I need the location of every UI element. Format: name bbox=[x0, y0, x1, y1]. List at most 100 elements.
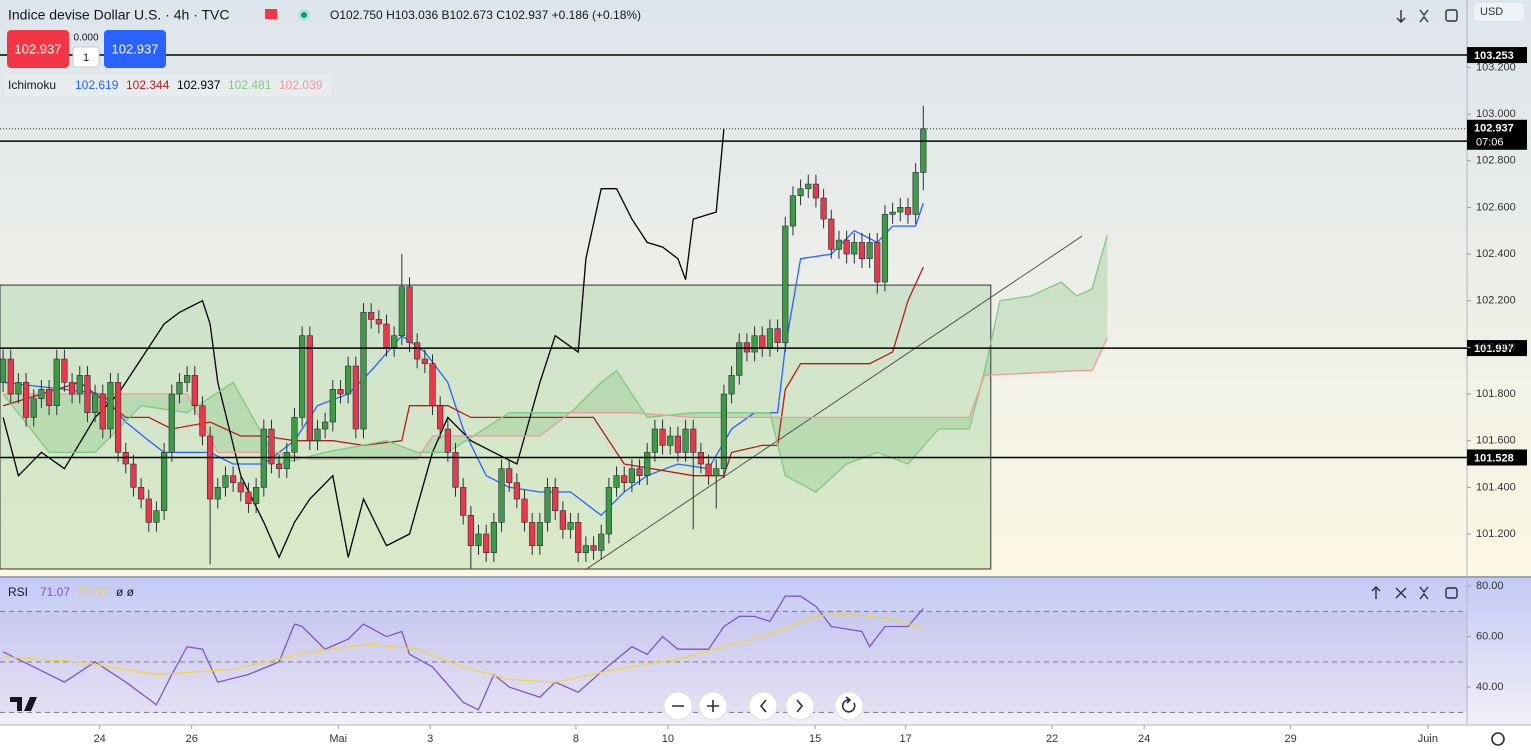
candle-body bbox=[812, 183, 820, 199]
rsi-title: RSI bbox=[8, 585, 28, 599]
legend-value: 102.481 bbox=[228, 78, 272, 92]
scroll-right[interactable] bbox=[785, 691, 815, 721]
collapse[interactable] bbox=[1419, 9, 1429, 23]
ohlc-value: 102.750 bbox=[339, 8, 383, 22]
candle-body bbox=[667, 435, 674, 446]
candle-body bbox=[45, 389, 53, 406]
candle-body bbox=[605, 487, 612, 535]
quantity[interactable]: 1 bbox=[83, 52, 89, 64]
candle-body bbox=[705, 463, 712, 476]
rsi-flags: ø ø bbox=[116, 585, 135, 599]
candle-body bbox=[114, 382, 122, 453]
flag-icon[interactable] bbox=[265, 9, 277, 19]
legend-value: 102.344 bbox=[126, 78, 170, 92]
candle-body bbox=[329, 389, 336, 423]
rsi-line bbox=[3, 613, 924, 683]
pane-toolbar bbox=[1371, 9, 1458, 600]
candle-body bbox=[184, 375, 191, 383]
sell-price[interactable]: 102.937 bbox=[15, 41, 62, 56]
settings[interactable] bbox=[1491, 732, 1505, 746]
collapse[interactable] bbox=[1419, 586, 1429, 600]
candle-body bbox=[138, 487, 145, 500]
candle-body bbox=[636, 468, 643, 476]
move-down[interactable] bbox=[1396, 10, 1406, 23]
change: +0.186 (+0.18%) bbox=[552, 8, 641, 22]
maximize[interactable] bbox=[1445, 9, 1458, 22]
candle-body bbox=[621, 475, 628, 483]
candle-body bbox=[759, 335, 766, 348]
candle-body bbox=[544, 487, 551, 523]
price-tag bbox=[1467, 340, 1527, 357]
candle-body bbox=[843, 239, 850, 255]
ohlc-value: 102.937 bbox=[505, 8, 549, 22]
buy-price[interactable]: 102.937 bbox=[112, 41, 159, 56]
candle-body bbox=[659, 428, 666, 446]
y-tick-label: 102.400 bbox=[1476, 248, 1516, 260]
candle-body bbox=[283, 452, 290, 469]
remove[interactable] bbox=[1395, 587, 1407, 599]
candle-body bbox=[314, 428, 321, 441]
x-tick-label: 17 bbox=[900, 733, 912, 745]
candle-body bbox=[536, 522, 543, 546]
candle-body bbox=[7, 358, 14, 395]
candle-body bbox=[230, 475, 237, 483]
y-tick-label: 101.200 bbox=[1476, 528, 1516, 540]
candle-body bbox=[207, 435, 214, 500]
candle-body bbox=[889, 211, 896, 215]
candle-body bbox=[268, 428, 275, 465]
legend-title: Ichimoku bbox=[8, 78, 56, 92]
qty-box[interactable] bbox=[72, 46, 100, 68]
reset[interactable] bbox=[834, 691, 864, 721]
candle-body bbox=[858, 242, 866, 260]
candle-body bbox=[345, 365, 352, 395]
candle-body bbox=[84, 375, 91, 413]
candle-body bbox=[598, 533, 605, 551]
candle-body bbox=[490, 522, 497, 553]
candle-body bbox=[337, 389, 344, 395]
candle-body bbox=[682, 428, 689, 453]
y-tick-label: 102.200 bbox=[1476, 295, 1516, 307]
x-tick-label: 3 bbox=[427, 733, 433, 745]
candle-body bbox=[713, 468, 720, 476]
candle-body bbox=[76, 375, 83, 395]
candle-body bbox=[107, 382, 114, 430]
y-tick-label: 103.000 bbox=[1476, 108, 1516, 120]
move-up[interactable] bbox=[1371, 586, 1381, 599]
x-tick-label: 29 bbox=[1284, 733, 1296, 745]
candle-body bbox=[276, 463, 283, 469]
candle-body bbox=[897, 207, 904, 213]
candle-body bbox=[375, 319, 382, 325]
candle-body bbox=[99, 393, 106, 430]
candle-body bbox=[360, 312, 367, 430]
currency-box[interactable] bbox=[1474, 3, 1524, 21]
price-tag-label: 101.997 bbox=[1474, 343, 1514, 355]
candle-body bbox=[575, 522, 582, 553]
price-tag bbox=[1467, 47, 1527, 64]
currency[interactable]: USD bbox=[1480, 6, 1503, 18]
candle-body bbox=[728, 375, 735, 395]
candle-body bbox=[406, 286, 413, 344]
candle-body bbox=[383, 323, 390, 348]
candle-body bbox=[168, 393, 175, 453]
price-pane bbox=[0, 0, 1531, 577]
buy-button[interactable] bbox=[104, 30, 166, 68]
candle-body bbox=[237, 482, 244, 493]
candle-body bbox=[766, 328, 774, 348]
candle-body bbox=[483, 533, 490, 553]
candle-body bbox=[651, 428, 658, 453]
candle-body bbox=[299, 335, 306, 418]
candle-body bbox=[222, 475, 229, 488]
candle-body bbox=[828, 218, 835, 250]
maximize[interactable] bbox=[1445, 587, 1458, 599]
candle-body bbox=[851, 242, 858, 255]
countdown: 07:06 bbox=[1476, 137, 1504, 149]
y-tick-label: 60.00 bbox=[1476, 631, 1504, 643]
sell-button[interactable] bbox=[7, 30, 69, 68]
y-tick-label: 103.200 bbox=[1476, 61, 1516, 73]
scroll-left[interactable] bbox=[748, 691, 778, 721]
y-tick-label: 40.00 bbox=[1476, 681, 1504, 693]
candle-body bbox=[306, 335, 313, 441]
candle-body bbox=[475, 533, 482, 546]
candle-body bbox=[736, 342, 743, 376]
x-tick-label: 8 bbox=[573, 733, 579, 745]
